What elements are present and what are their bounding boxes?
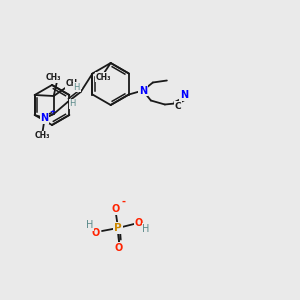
Text: N: N (40, 113, 49, 123)
Text: O: O (92, 228, 100, 238)
Text: H: H (70, 100, 76, 109)
Text: -: - (122, 197, 126, 207)
Text: H: H (86, 220, 94, 230)
Text: CH₃: CH₃ (46, 74, 62, 82)
Text: N: N (139, 85, 147, 95)
Text: O: O (112, 204, 120, 214)
Text: C: C (175, 102, 181, 111)
Text: H: H (74, 82, 80, 91)
Text: O: O (115, 243, 123, 253)
Text: +: + (50, 109, 56, 115)
Text: CH₃: CH₃ (35, 131, 50, 140)
Text: H: H (142, 224, 150, 234)
Text: N: N (180, 91, 188, 100)
Text: CH₃: CH₃ (96, 73, 111, 82)
Text: P: P (114, 223, 122, 233)
Text: CH₃: CH₃ (66, 80, 81, 88)
Text: O: O (135, 218, 143, 228)
